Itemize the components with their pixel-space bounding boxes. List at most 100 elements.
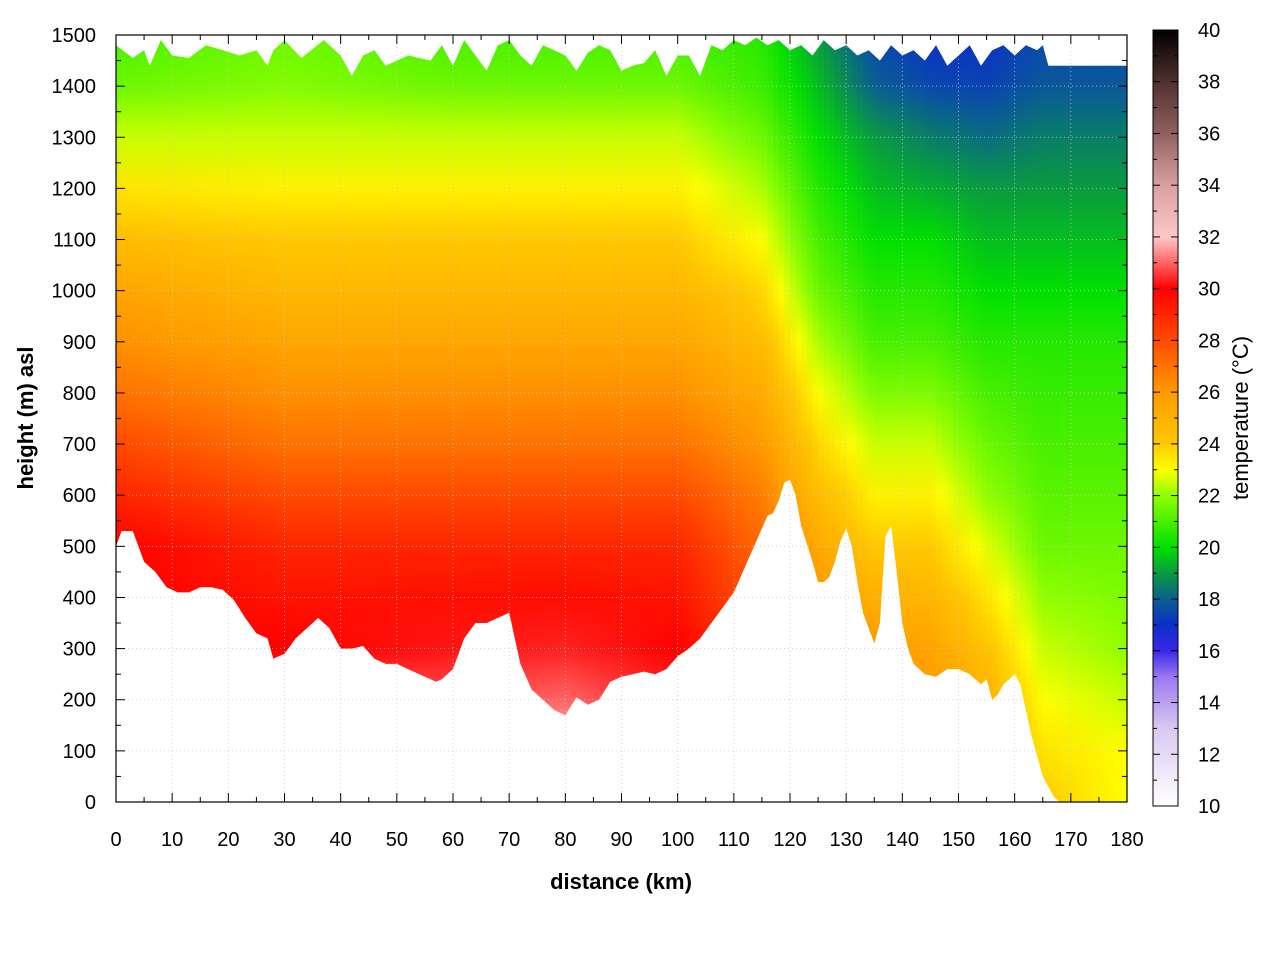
y-tick-label: 1500 (52, 25, 97, 47)
field-column (149, 37, 156, 802)
colorbar-tick-label: 30 (1198, 279, 1220, 301)
field-column (930, 37, 937, 802)
field-column (604, 37, 611, 802)
field-column (1003, 37, 1010, 802)
field-column (666, 37, 673, 802)
grid (116, 35, 1127, 802)
field-column (705, 37, 712, 802)
colorbar-tick-label: 36 (1198, 123, 1220, 145)
field-column (295, 37, 302, 802)
colorbar-tick-label: 16 (1198, 641, 1220, 663)
field-column (284, 37, 291, 802)
field-column (166, 37, 173, 802)
colorbar-gradient (1152, 29, 1179, 807)
field-column (379, 37, 387, 802)
field-column (481, 37, 488, 802)
y-tick-label: 600 (63, 485, 96, 507)
field-column (408, 37, 415, 802)
field-column (874, 37, 881, 802)
field-column (1009, 37, 1016, 802)
field-column (245, 37, 252, 802)
field-column (520, 37, 527, 802)
field-column (116, 37, 123, 802)
field-column (200, 37, 207, 802)
y-tick-label: 1400 (52, 76, 97, 98)
y-tick-label: 400 (63, 587, 96, 609)
colorbar-tick-label: 32 (1198, 227, 1220, 249)
field-column (795, 37, 802, 802)
field-column (312, 37, 319, 802)
field-column (733, 37, 741, 802)
field-column (643, 37, 651, 802)
field-column (217, 37, 224, 802)
field-column (677, 37, 684, 802)
field-column (1037, 37, 1044, 802)
field-column (1020, 37, 1027, 802)
field-column (660, 37, 668, 802)
field-column (250, 37, 258, 802)
field-column (1087, 37, 1094, 802)
field-column (969, 37, 976, 802)
x-tick-label: 130 (829, 829, 862, 851)
field-column (211, 37, 218, 802)
y-tick-label: 1100 (53, 230, 96, 252)
field-column (700, 37, 707, 802)
field-column (868, 37, 875, 802)
field-column (1121, 37, 1127, 802)
field-column (570, 37, 578, 802)
field-column (1031, 37, 1038, 802)
field-column (997, 37, 1005, 802)
field-column (1065, 37, 1072, 802)
field-column (306, 37, 314, 802)
colorbar-ticks: 10 12 14 16 18 20 22 24 26 28 30 32 34 36 38 40 (1153, 20, 1220, 818)
field-column (340, 37, 347, 802)
field-column (1048, 37, 1055, 802)
field-column (975, 37, 982, 802)
x-tick-label: 70 (498, 829, 520, 851)
y-tick-label: 500 (63, 536, 96, 558)
x-tick-label: 160 (998, 829, 1031, 851)
field-column (599, 37, 606, 802)
field-column (475, 37, 482, 802)
field-column (194, 37, 201, 802)
field-column (1076, 37, 1083, 802)
field-column (958, 37, 965, 802)
field-column (986, 37, 993, 802)
x-tick-label: 0 (110, 829, 121, 851)
field-column (233, 37, 241, 802)
field-column (818, 37, 825, 802)
field-column (368, 37, 375, 802)
y-tick-label: 300 (63, 639, 96, 661)
field-column (947, 37, 954, 802)
field-column (262, 37, 269, 802)
field-column (548, 37, 555, 802)
field-column (885, 37, 892, 802)
field-column (1110, 37, 1117, 802)
field-column (453, 37, 460, 802)
y-tick-label: 1000 (52, 281, 97, 303)
field-column (952, 37, 960, 802)
field-column (469, 37, 477, 802)
field-column (913, 37, 920, 802)
field-column (896, 37, 903, 802)
field-column (436, 37, 443, 802)
field-column (891, 37, 898, 802)
field-column (688, 37, 696, 802)
field-column (172, 37, 179, 802)
colorbar-tick-label: 40 (1198, 20, 1220, 42)
field-column (1053, 37, 1061, 802)
colorbar-tick-label: 38 (1198, 72, 1220, 94)
colorbar-tick-label: 20 (1198, 537, 1220, 559)
colorbar-tick-label: 14 (1198, 693, 1220, 715)
field-column (335, 37, 342, 802)
field-column (756, 37, 763, 802)
field-column (160, 37, 168, 802)
x-tick-label: 170 (1054, 829, 1087, 851)
field-column (526, 37, 533, 802)
field-column (694, 37, 701, 802)
x-tick-label: 80 (554, 829, 576, 851)
x-tick-label: 20 (217, 829, 239, 851)
field-column (716, 37, 724, 802)
field-column (458, 37, 465, 802)
field-column (649, 37, 656, 802)
